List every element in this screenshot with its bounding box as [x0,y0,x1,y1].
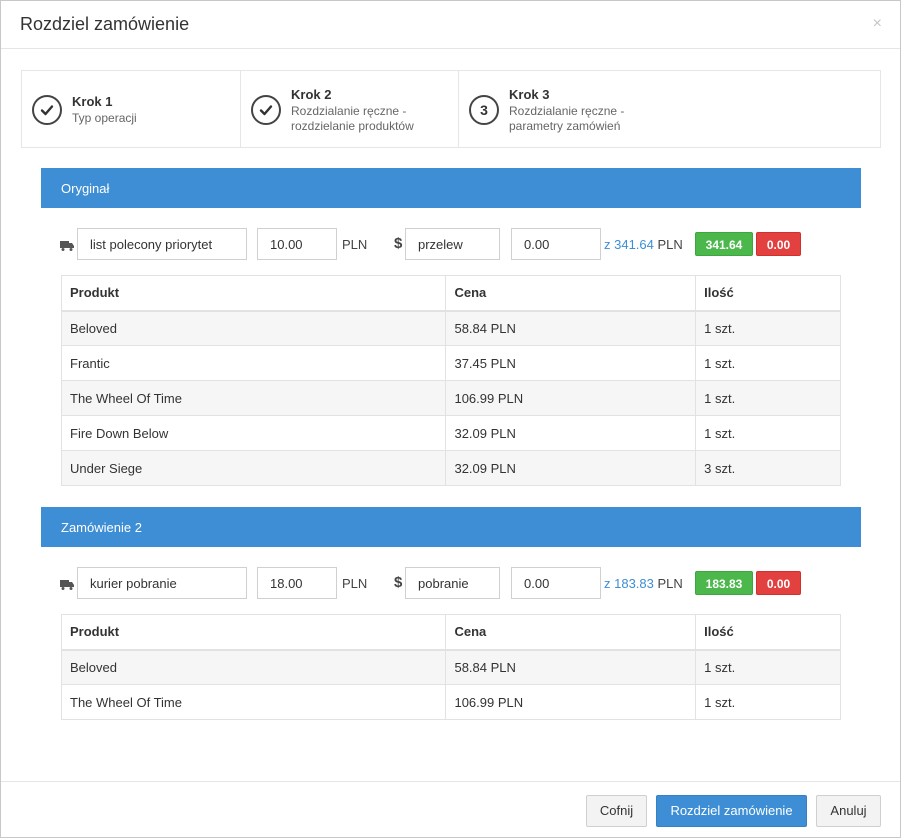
due-badge: 0.00 [756,571,801,595]
product-quantity: 1 szt. [695,380,841,416]
order-section-header: Oryginał [41,168,861,208]
product-quantity: 1 szt. [695,310,841,346]
product-quantity: 1 szt. [695,649,841,685]
table-row: The Wheel Of Time 106.99 PLN 1 szt. [60,684,841,720]
table-row: Frantic 37.45 PLN 1 szt. [60,345,841,381]
product-price: 32.09 PLN [445,450,697,486]
step-title: Krok 1 [72,94,113,109]
order-section-header: Zamówienie 2 [41,507,861,547]
modal-header: Rozdziel zamówienie × [1,1,900,49]
step-title: Krok 3 [509,87,550,102]
product-name: Fire Down Below [60,415,447,451]
table-row: Beloved 58.84 PLN 1 szt. [60,649,841,685]
currency-label: PLN [342,237,368,252]
step-subtitle: Rozdzialanie ręczne - parametry zamówień [509,104,625,133]
paid-badge: 341.64 [695,232,753,256]
product-name: The Wheel Of Time [60,684,447,720]
step-subtitle: Typ operacji [72,111,137,125]
order-total-currency: PLN [657,576,683,591]
step-subtitle: Rozdzialanie ręczne - rozdzielanie produ… [291,104,414,133]
product-price: 106.99 PLN [445,684,697,720]
paid-badge: 183.83 [695,571,753,595]
column-header-product: Produkt [60,275,447,312]
back-button[interactable]: Cofnij [586,795,647,827]
table-row: Fire Down Below 32.09 PLN 1 szt. [60,415,841,451]
step-3: 3 Krok 3 Rozdzialanie ręczne - parametry… [458,71,880,147]
order-params-row: PLN $ z 183.83 PLN 183.83 0.00 [41,567,861,601]
order-total: z 341.64 PLN [604,237,683,252]
payment-method-input[interactable] [405,228,500,260]
truck-icon [60,578,74,593]
check-icon [251,95,281,125]
column-header-price: Cena [445,614,697,651]
shipping-cost-input[interactable] [257,567,337,599]
product-name: Frantic [60,345,447,381]
column-header-quantity: Ilość [695,275,841,312]
due-badge: 0.00 [756,232,801,256]
paid-amount-input[interactable] [511,567,601,599]
product-quantity: 3 szt. [695,450,841,486]
shipping-method-input[interactable] [77,228,247,260]
check-icon [32,95,62,125]
order-total-value: z 341.64 [604,237,654,252]
column-header-price: Cena [445,275,697,312]
product-name: Beloved [60,649,447,685]
product-name: Under Siege [60,450,447,486]
step-title: Krok 2 [291,87,332,102]
dollar-icon: $ [394,235,403,252]
products-table: Produkt Cena Ilość Beloved 58.84 PLN 1 s… [60,275,841,486]
product-quantity: 1 szt. [695,345,841,381]
table-row: Under Siege 32.09 PLN 3 szt. [60,450,841,486]
shipping-method-input[interactable] [77,567,247,599]
product-price: 106.99 PLN [445,380,697,416]
column-header-quantity: Ilość [695,614,841,651]
order-total-value: z 183.83 [604,576,654,591]
cancel-button[interactable]: Anuluj [816,795,881,827]
step-1: Krok 1 Typ operacji [22,71,240,147]
modal-title: Rozdziel zamówienie [20,14,190,34]
product-quantity: 1 szt. [695,684,841,720]
table-header-row: Produkt Cena Ilość [60,614,841,651]
truck-icon [60,239,74,254]
order-total-currency: PLN [657,237,683,252]
split-order-button[interactable]: Rozdziel zamówienie [656,795,807,827]
table-row: Beloved 58.84 PLN 1 szt. [60,310,841,346]
currency-label: PLN [342,576,368,591]
paid-amount-input[interactable] [511,228,601,260]
close-icon[interactable]: × [872,15,882,32]
payment-method-input[interactable] [405,567,500,599]
table-row: The Wheel Of Time 106.99 PLN 1 szt. [60,380,841,416]
products-table: Produkt Cena Ilość Beloved 58.84 PLN 1 s… [60,614,841,720]
table-header-row: Produkt Cena Ilość [60,275,841,312]
modal-footer: Cofnij Rozdziel zamówienie Anuluj [1,781,900,837]
product-quantity: 1 szt. [695,415,841,451]
product-price: 37.45 PLN [445,345,697,381]
order-total: z 183.83 PLN [604,576,683,591]
dollar-icon: $ [394,574,403,591]
shipping-cost-input[interactable] [257,228,337,260]
product-price: 32.09 PLN [445,415,697,451]
product-price: 58.84 PLN [445,649,697,685]
product-price: 58.84 PLN [445,310,697,346]
product-name: Beloved [60,310,447,346]
step-number: 3 [469,95,499,125]
step-2: Krok 2 Rozdzialanie ręczne - rozdzielani… [240,71,458,147]
column-header-product: Produkt [60,614,447,651]
order-params-row: PLN $ z 341.64 PLN 341.64 0.00 [41,228,861,262]
wizard-steps: Krok 1 Typ operacji Krok 2 Rozdzialanie … [21,70,881,148]
product-name: The Wheel Of Time [60,380,447,416]
